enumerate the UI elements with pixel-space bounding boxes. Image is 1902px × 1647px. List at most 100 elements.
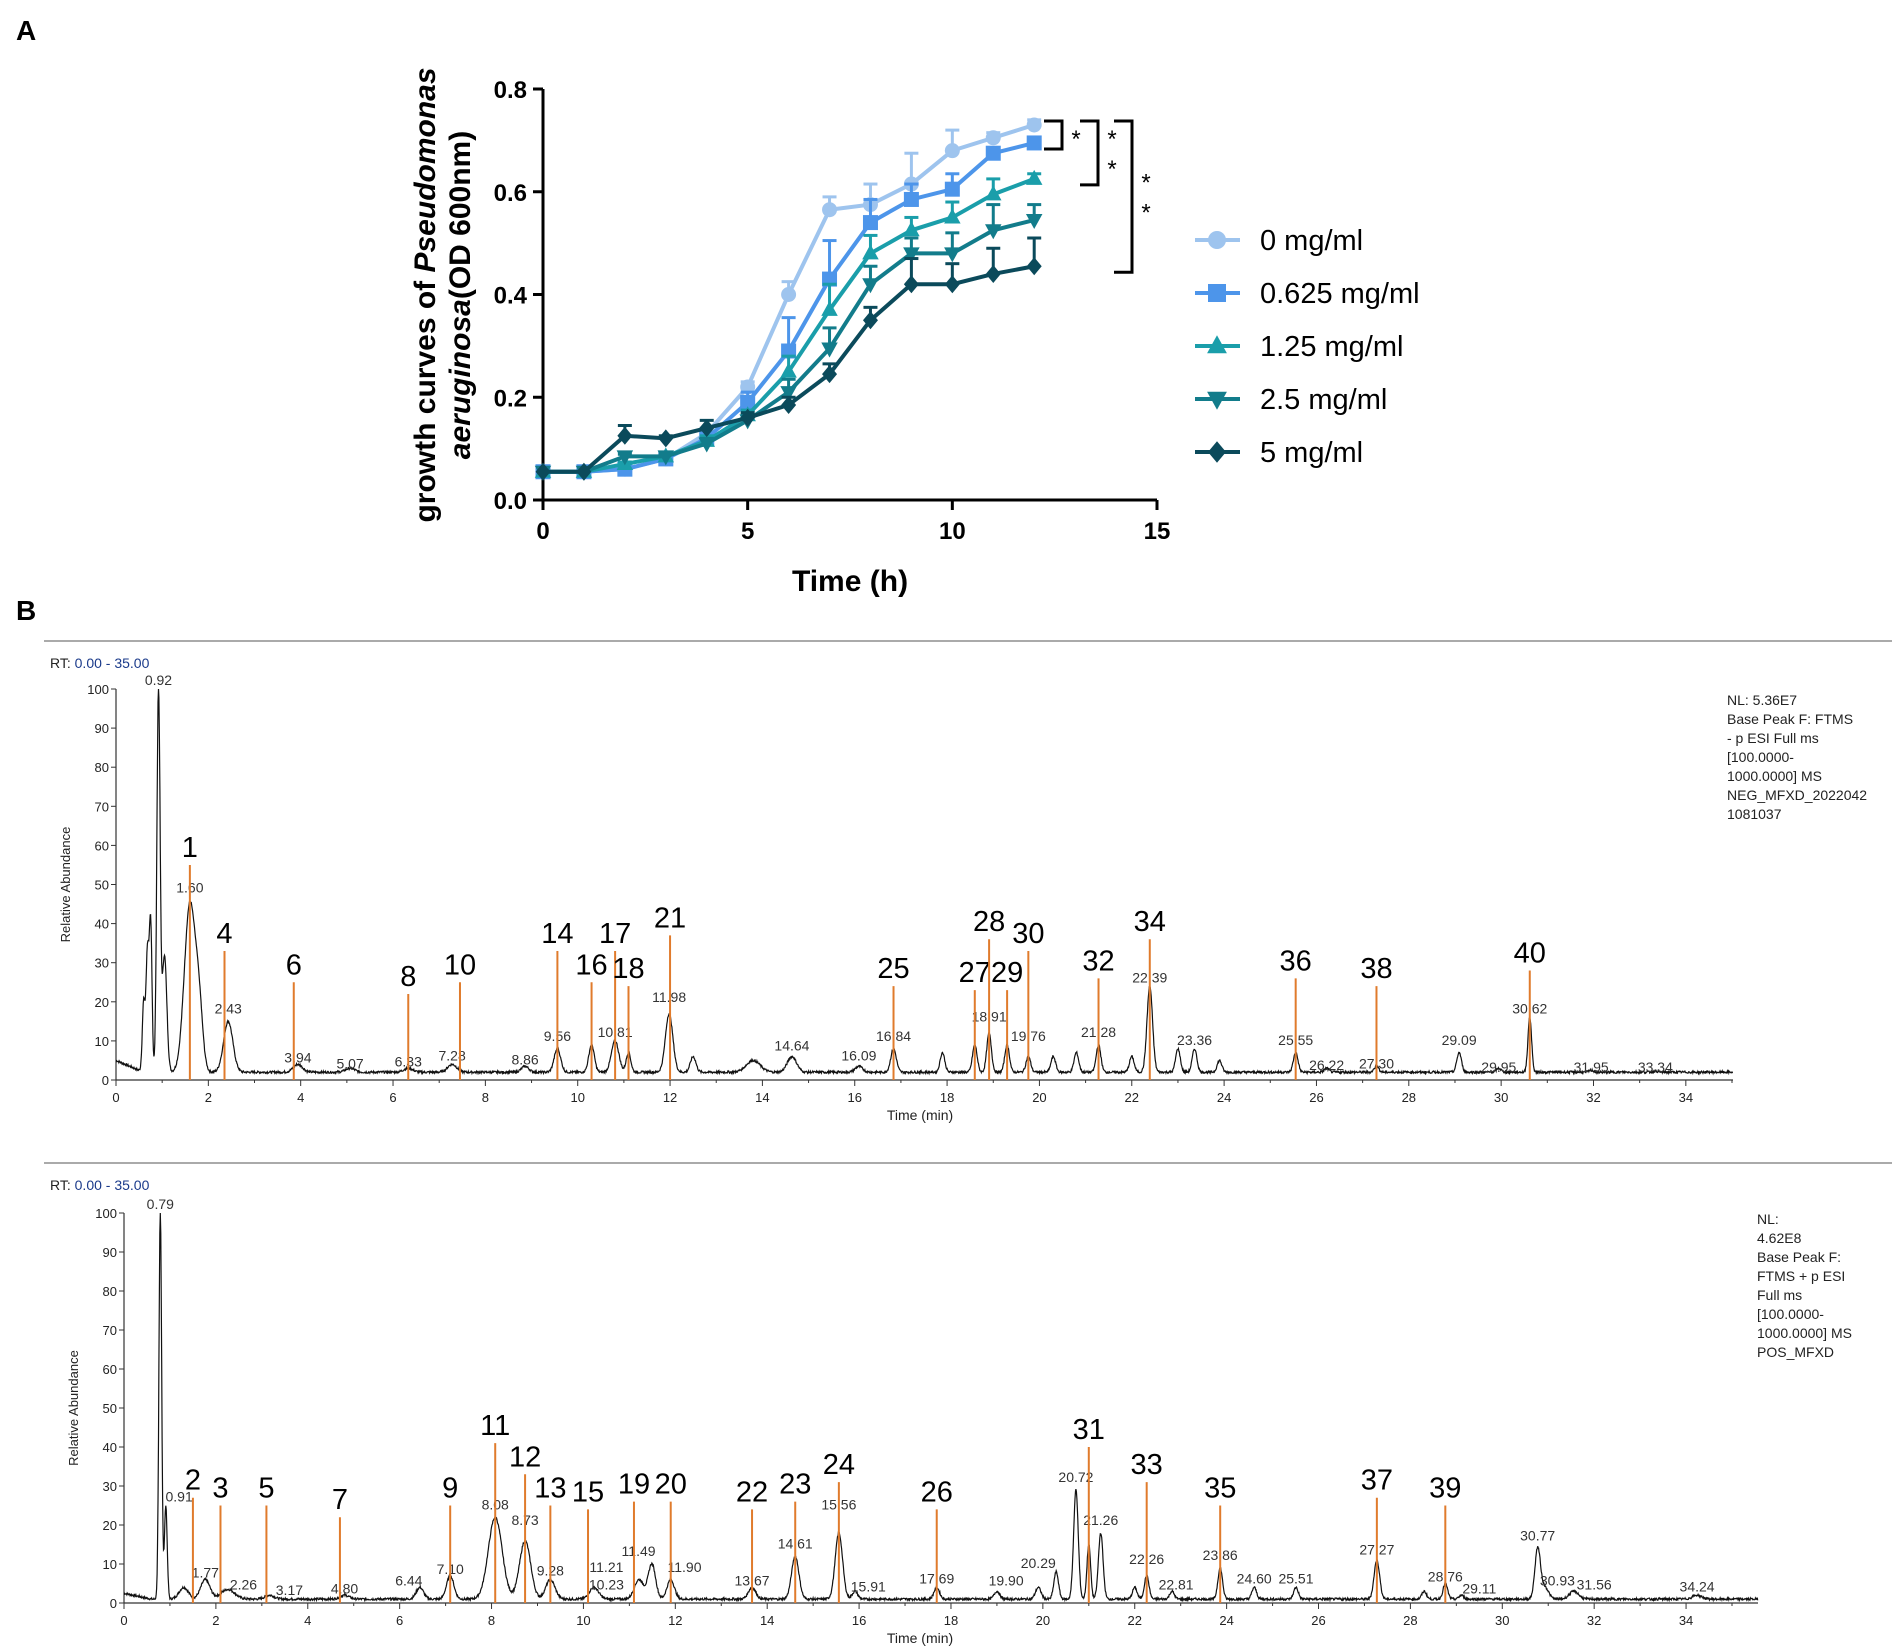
significance-label-1: *	[1071, 126, 1080, 153]
y-tick-label-40: 40	[103, 1440, 117, 1455]
point-5-mg-ml-3	[658, 429, 674, 448]
y-tick-label-50: 50	[103, 1401, 117, 1416]
x-tick-label-15: 15	[1144, 518, 1171, 545]
peak-number-1: 1	[182, 832, 198, 864]
rt-label-29-95: 29.95	[1481, 1059, 1516, 1075]
point-2-5-mg-ml-6	[780, 386, 797, 402]
info-line-5: 1000.0000] MS	[1727, 768, 1822, 784]
point-2-5-mg-ml-12	[1025, 214, 1043, 230]
point-0-mg-ml-7	[822, 202, 838, 218]
x-tick-label-2: 2	[212, 1613, 219, 1628]
rt-label-0-91: 0.91	[166, 1489, 193, 1505]
point-2-5-mg-ml-11	[985, 224, 1002, 240]
peak-number-27: 27	[959, 957, 991, 989]
peak-number-3: 3	[212, 1473, 228, 1505]
info-line-7: 1000.0000] MS	[1757, 1325, 1852, 1341]
x-tick-label-32: 32	[1587, 1613, 1601, 1628]
y-tick-label-60: 60	[103, 1362, 117, 1377]
rt-label-31-95: 31.95	[1574, 1059, 1609, 1075]
peak-number-20: 20	[655, 1469, 687, 1501]
rt-label-16-09: 16.09	[841, 1047, 876, 1063]
rt-label-3-17: 3.17	[276, 1582, 303, 1598]
y-axis-label-line-1: growth curves of Pseudomonas	[409, 67, 442, 522]
peak-number-34: 34	[1134, 906, 1166, 938]
y-tick-label-60: 60	[95, 838, 109, 853]
peak-number-7: 7	[332, 1484, 348, 1516]
peak-number-38: 38	[1360, 953, 1392, 985]
growth-curve-chart: 0 5 10 15 0.0 0.2 0.4 0.6 0.8 Time (h) growth curv…	[409, 67, 1420, 598]
significance-bracket-1: *	[1044, 119, 1081, 153]
peak-number-10: 10	[444, 949, 476, 981]
point-5-mg-ml-4	[699, 419, 715, 438]
peak-number-35: 35	[1204, 1473, 1236, 1505]
point-5-mg-ml-2	[617, 426, 633, 445]
legend-marker-2-5-mg-ml	[1207, 391, 1227, 410]
peak-number-18: 18	[612, 953, 644, 985]
y-tick-label-70: 70	[95, 799, 109, 814]
info-line-5: Full ms	[1757, 1287, 1802, 1303]
y-tick-label-2: 0.4	[494, 283, 528, 310]
x-tick-label-8: 8	[488, 1613, 495, 1628]
point-2-5-mg-ml-4	[698, 437, 715, 453]
rt-label-19-90: 19.90	[989, 1572, 1024, 1588]
y-tick-label-90: 90	[103, 1245, 117, 1260]
y-tick-label-90: 90	[95, 721, 109, 736]
rt-label-20-72: 20.72	[1058, 1469, 1093, 1485]
y-tick-label-10: 10	[95, 1034, 109, 1049]
point-5-mg-ml-0	[535, 462, 551, 481]
peak-number-23: 23	[779, 1469, 811, 1501]
peak-number-17: 17	[599, 918, 631, 950]
point-5-mg-ml-9	[903, 275, 919, 294]
point-1-25-mg-ml-8	[862, 244, 879, 260]
peak-number-11: 11	[480, 1410, 510, 1442]
point-2-5-mg-ml-9	[903, 247, 920, 263]
significance-bracket-3: * *	[1114, 119, 1151, 274]
peak-number-9: 9	[442, 1473, 458, 1505]
y-tick-label-50: 50	[95, 878, 109, 893]
x-tick-label-0: 0	[112, 1090, 119, 1105]
rt-label-8-86: 8.86	[511, 1051, 538, 1067]
peak-number-22: 22	[736, 1476, 768, 1508]
peak-number-4: 4	[216, 918, 232, 950]
y-tick-label-30: 30	[95, 956, 109, 971]
rt-label-33-34: 33.34	[1638, 1059, 1673, 1075]
x-tick-label-4: 4	[297, 1090, 304, 1105]
peak-number-39: 39	[1429, 1473, 1461, 1505]
info-line-7: 1081037	[1727, 806, 1782, 822]
point-5-mg-ml-5	[740, 408, 756, 427]
peak-number-31: 31	[1073, 1414, 1105, 1446]
x-tick-label-16: 16	[848, 1090, 862, 1105]
info-line-8: POS_MFXD	[1757, 1344, 1834, 1360]
y-axis-label-line-2: aeruginosa(OD 600nm)	[444, 131, 477, 459]
peak-number-5: 5	[258, 1473, 274, 1505]
x-tick-label-18: 18	[940, 1090, 954, 1105]
x-tick-label-30: 30	[1495, 1613, 1509, 1628]
y-tick-label-10: 10	[103, 1557, 117, 1572]
peak-number-40: 40	[1514, 938, 1546, 970]
negative-ion-chromatogram: RT: 0.00 - 35.00 0 10 20 30 40 50 60 70 80 90 100 0 2…	[44, 640, 1892, 1123]
legend-label-1-25-mg-ml: 1.25 mg/ml	[1260, 331, 1403, 363]
rt-label-30-93: 30.93	[1540, 1572, 1575, 1588]
y-tick-label-1: 0.2	[494, 385, 527, 412]
point-2-5-mg-ml-10	[944, 247, 961, 263]
point-1-25-mg-ml-10	[944, 208, 961, 224]
y-tick-label-40: 40	[95, 917, 109, 932]
info-line-4: FTMS + p ESI	[1757, 1268, 1845, 1284]
peak-number-14: 14	[541, 918, 573, 950]
rt-label-29-11: 29.11	[1462, 1580, 1496, 1596]
peak-number-2: 2	[185, 1465, 201, 1497]
point-1-25-mg-ml-11	[985, 185, 1002, 201]
point-1-25-mg-ml-6	[780, 362, 797, 378]
y-tick-label-100: 100	[87, 682, 109, 697]
rt-label-0-79: 0.79	[147, 1196, 174, 1212]
x-tick-label-4: 4	[304, 1613, 311, 1628]
y-tick-label-0: 0	[110, 1596, 117, 1611]
x-tick-label-2: 2	[205, 1090, 212, 1105]
rt-label-5-07: 5.07	[336, 1055, 363, 1071]
x-tick-label-14: 14	[755, 1090, 769, 1105]
rt-label-25-51: 25.51	[1278, 1571, 1313, 1587]
info-line-1: NL:	[1757, 1211, 1779, 1227]
point-5-mg-ml-11	[985, 264, 1001, 283]
x-tick-label-30: 30	[1494, 1090, 1508, 1105]
point-2-5-mg-ml-8	[862, 278, 879, 294]
